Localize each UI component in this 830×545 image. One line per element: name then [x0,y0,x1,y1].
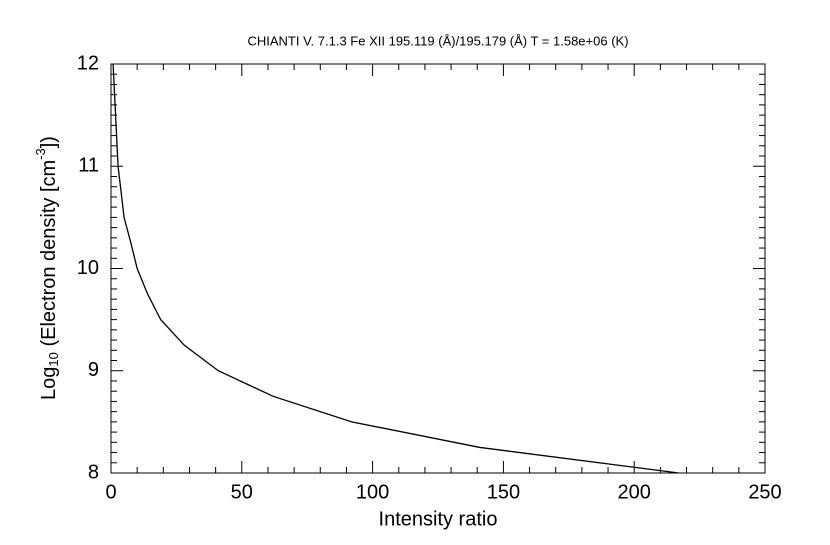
x-tick-label: 150 [487,481,520,503]
y-tick-label: 10 [77,257,99,279]
x-tick-label: 0 [105,481,116,503]
x-axis-label: Intensity ratio [379,508,498,530]
x-tick-label: 50 [231,481,253,503]
y-axis-label: Log10 (Electron density [cm-3]) [33,136,61,400]
chart-title: CHIANTI V. 7.1.3 Fe XII 195.119 (Å)/195.… [247,33,628,48]
x-tick-label: 100 [356,481,389,503]
y-label-sub: 10 [46,352,61,366]
data-line [112,63,679,474]
y-tick-label: 12 [77,52,99,74]
y-label-part: Log [38,367,60,400]
y-tick-label: 11 [78,155,99,177]
y-tick-label: 9 [88,359,99,381]
y-label-sup: -3 [33,148,48,160]
plot-frame [110,63,766,474]
y-label-part: ]) [38,136,60,148]
y-label-part: (Electron density [cm [38,160,60,352]
x-tick-label: 200 [618,481,651,503]
y-tick-label: 8 [88,461,99,483]
x-tick-label: 250 [748,481,781,503]
